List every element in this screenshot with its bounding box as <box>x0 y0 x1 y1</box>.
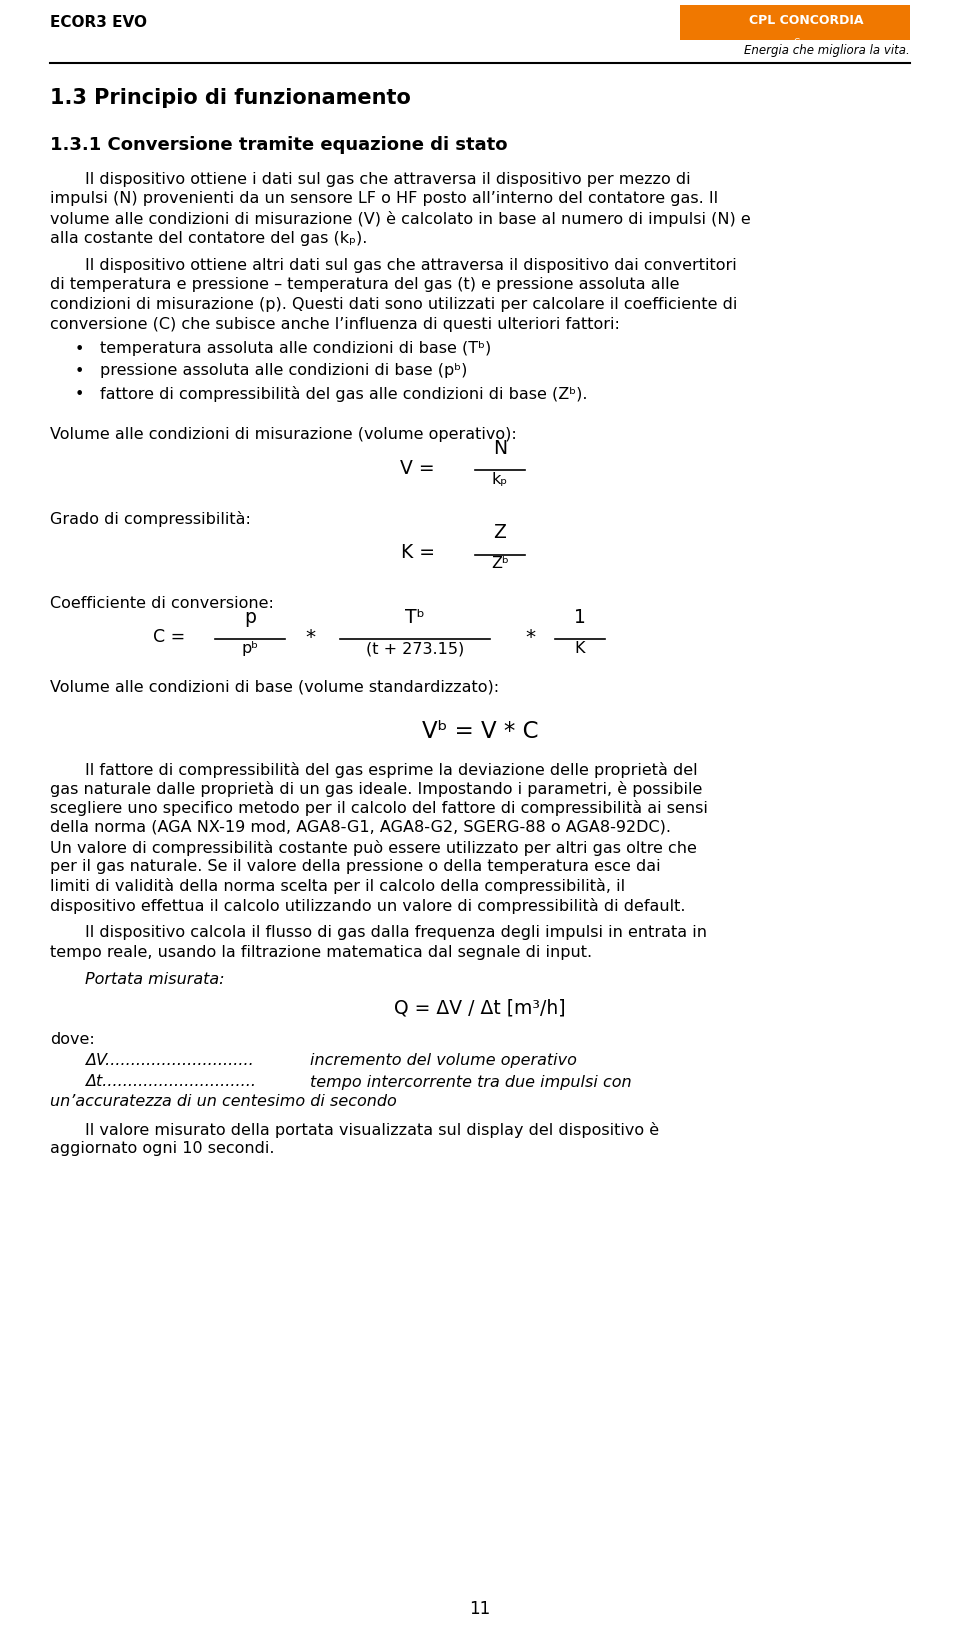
Text: Tᵇ: Tᵇ <box>405 607 425 627</box>
Text: 1.3.1 Conversione tramite equazione di stato: 1.3.1 Conversione tramite equazione di s… <box>50 137 508 155</box>
Text: limiti di validità della norma scelta per il calcolo della compressibilità, il: limiti di validità della norma scelta pe… <box>50 879 625 894</box>
Text: Il dispositivo ottiene altri dati sul gas che attraversa il dispositivo dai conv: Il dispositivo ottiene altri dati sul ga… <box>85 257 736 274</box>
Text: della norma (AGA NX-19 mod, AGA8-G1, AGA8-G2, SGERG-88 o AGA8-92DC).: della norma (AGA NX-19 mod, AGA8-G1, AGA… <box>50 821 671 835</box>
Text: Il valore misurato della portata visualizzata sul display del dispositivo è: Il valore misurato della portata visuali… <box>85 1122 660 1138</box>
Text: Coefficiente di conversione:: Coefficiente di conversione: <box>50 596 274 610</box>
Text: temperatura assoluta alle condizioni di base (Tᵇ): temperatura assoluta alle condizioni di … <box>100 340 492 357</box>
Text: pressione assoluta alle condizioni di base (pᵇ): pressione assoluta alle condizioni di ba… <box>100 363 468 378</box>
Text: Il fattore di compressibilità del gas esprime la deviazione delle proprietà del: Il fattore di compressibilità del gas es… <box>85 762 698 778</box>
Text: impulsi (N) provenienti da un sensore LF o HF posto all’interno del contatore ga: impulsi (N) provenienti da un sensore LF… <box>50 192 718 207</box>
Text: alla costante del contatore del gas (kₚ).: alla costante del contatore del gas (kₚ)… <box>50 231 368 246</box>
FancyBboxPatch shape <box>680 5 910 41</box>
Text: Volume alle condizioni di misurazione (volume operativo):: Volume alle condizioni di misurazione (v… <box>50 427 516 441</box>
Text: ECOR3 EVO: ECOR3 EVO <box>50 15 147 29</box>
Text: kₚ: kₚ <box>492 472 508 487</box>
Text: Δt..............................: Δt.............................. <box>85 1074 256 1089</box>
Text: di temperatura e pressione – temperatura del gas (t) e pressione assoluta alle: di temperatura e pressione – temperatura… <box>50 277 680 293</box>
Text: Zᵇ: Zᵇ <box>492 557 509 571</box>
Text: 1.3 Principio di funzionamento: 1.3 Principio di funzionamento <box>50 88 411 107</box>
Text: scegliere uno specifico metodo per il calcolo del fattore di compressibilità ai : scegliere uno specifico metodo per il ca… <box>50 801 708 817</box>
Text: incremento del volume operativo: incremento del volume operativo <box>310 1053 577 1068</box>
Text: pᵇ: pᵇ <box>241 641 258 656</box>
Text: p: p <box>244 607 256 627</box>
Text: *: * <box>305 627 315 646</box>
Text: •: • <box>75 342 84 357</box>
Text: *: * <box>525 627 535 646</box>
Text: ΔV.............................: ΔV............................. <box>85 1053 253 1068</box>
Text: conversione (C) che subisce anche l’influenza di questi ulteriori fattori:: conversione (C) che subisce anche l’infl… <box>50 316 620 332</box>
Text: aggiornato ogni 10 secondi.: aggiornato ogni 10 secondi. <box>50 1141 275 1156</box>
Text: Vᵇ = V * C: Vᵇ = V * C <box>421 720 539 742</box>
Text: Group: Group <box>794 37 820 47</box>
Text: Il dispositivo calcola il flusso di gas dalla frequenza degli impulsi in entrata: Il dispositivo calcola il flusso di gas … <box>85 925 707 941</box>
Text: volume alle condizioni di misurazione (V) è calcolato in base al numero di impul: volume alle condizioni di misurazione (V… <box>50 212 751 226</box>
Text: C =: C = <box>153 628 185 646</box>
Text: K =: K = <box>401 544 435 562</box>
Text: Energia che migliora la vita.: Energia che migliora la vita. <box>744 44 910 57</box>
Text: condizioni di misurazione (p). Questi dati sono utilizzati per calcolare il coef: condizioni di misurazione (p). Questi da… <box>50 296 737 313</box>
Text: gas naturale dalle proprietà di un gas ideale. Impostando i parametri, è possibi: gas naturale dalle proprietà di un gas i… <box>50 781 703 798</box>
Text: Z: Z <box>493 524 507 542</box>
Text: (t + 273.15): (t + 273.15) <box>366 641 464 656</box>
Text: V =: V = <box>400 459 435 477</box>
Text: dove:: dove: <box>50 1032 95 1047</box>
Text: CPL CONCORDIA: CPL CONCORDIA <box>749 15 864 28</box>
Text: N: N <box>492 440 507 457</box>
Text: Q = ΔV / Δt [m³/h]: Q = ΔV / Δt [m³/h] <box>395 998 565 1018</box>
Text: Grado di compressibilità:: Grado di compressibilità: <box>50 511 251 527</box>
Text: Portata misurata:: Portata misurata: <box>85 972 225 988</box>
Text: Un valore di compressibilità costante può essere utilizzato per altri gas oltre : Un valore di compressibilità costante pu… <box>50 840 697 855</box>
Text: K: K <box>575 641 586 656</box>
Text: 1: 1 <box>574 607 586 627</box>
Text: per il gas naturale. Se il valore della pressione o della temperatura esce dai: per il gas naturale. Se il valore della … <box>50 860 660 874</box>
Text: •: • <box>75 387 84 402</box>
Text: tempo reale, usando la filtrazione matematica dal segnale di input.: tempo reale, usando la filtrazione matem… <box>50 944 592 961</box>
Text: 11: 11 <box>469 1600 491 1618</box>
Text: •: • <box>75 365 84 379</box>
Text: tempo intercorrente tra due impulsi con: tempo intercorrente tra due impulsi con <box>310 1074 632 1089</box>
Text: dispositivo effettua il calcolo utilizzando un valore di compressibilità di defa: dispositivo effettua il calcolo utilizza… <box>50 899 685 913</box>
Text: Il dispositivo ottiene i dati sul gas che attraversa il dispositivo per mezzo di: Il dispositivo ottiene i dati sul gas ch… <box>85 173 690 187</box>
Text: fattore di compressibilità del gas alle condizioni di base (Zᵇ).: fattore di compressibilità del gas alle … <box>100 386 588 402</box>
Text: Volume alle condizioni di base (volume standardizzato):: Volume alle condizioni di base (volume s… <box>50 681 499 695</box>
Text: un’accuratezza di un centesimo di secondo: un’accuratezza di un centesimo di second… <box>50 1094 396 1109</box>
